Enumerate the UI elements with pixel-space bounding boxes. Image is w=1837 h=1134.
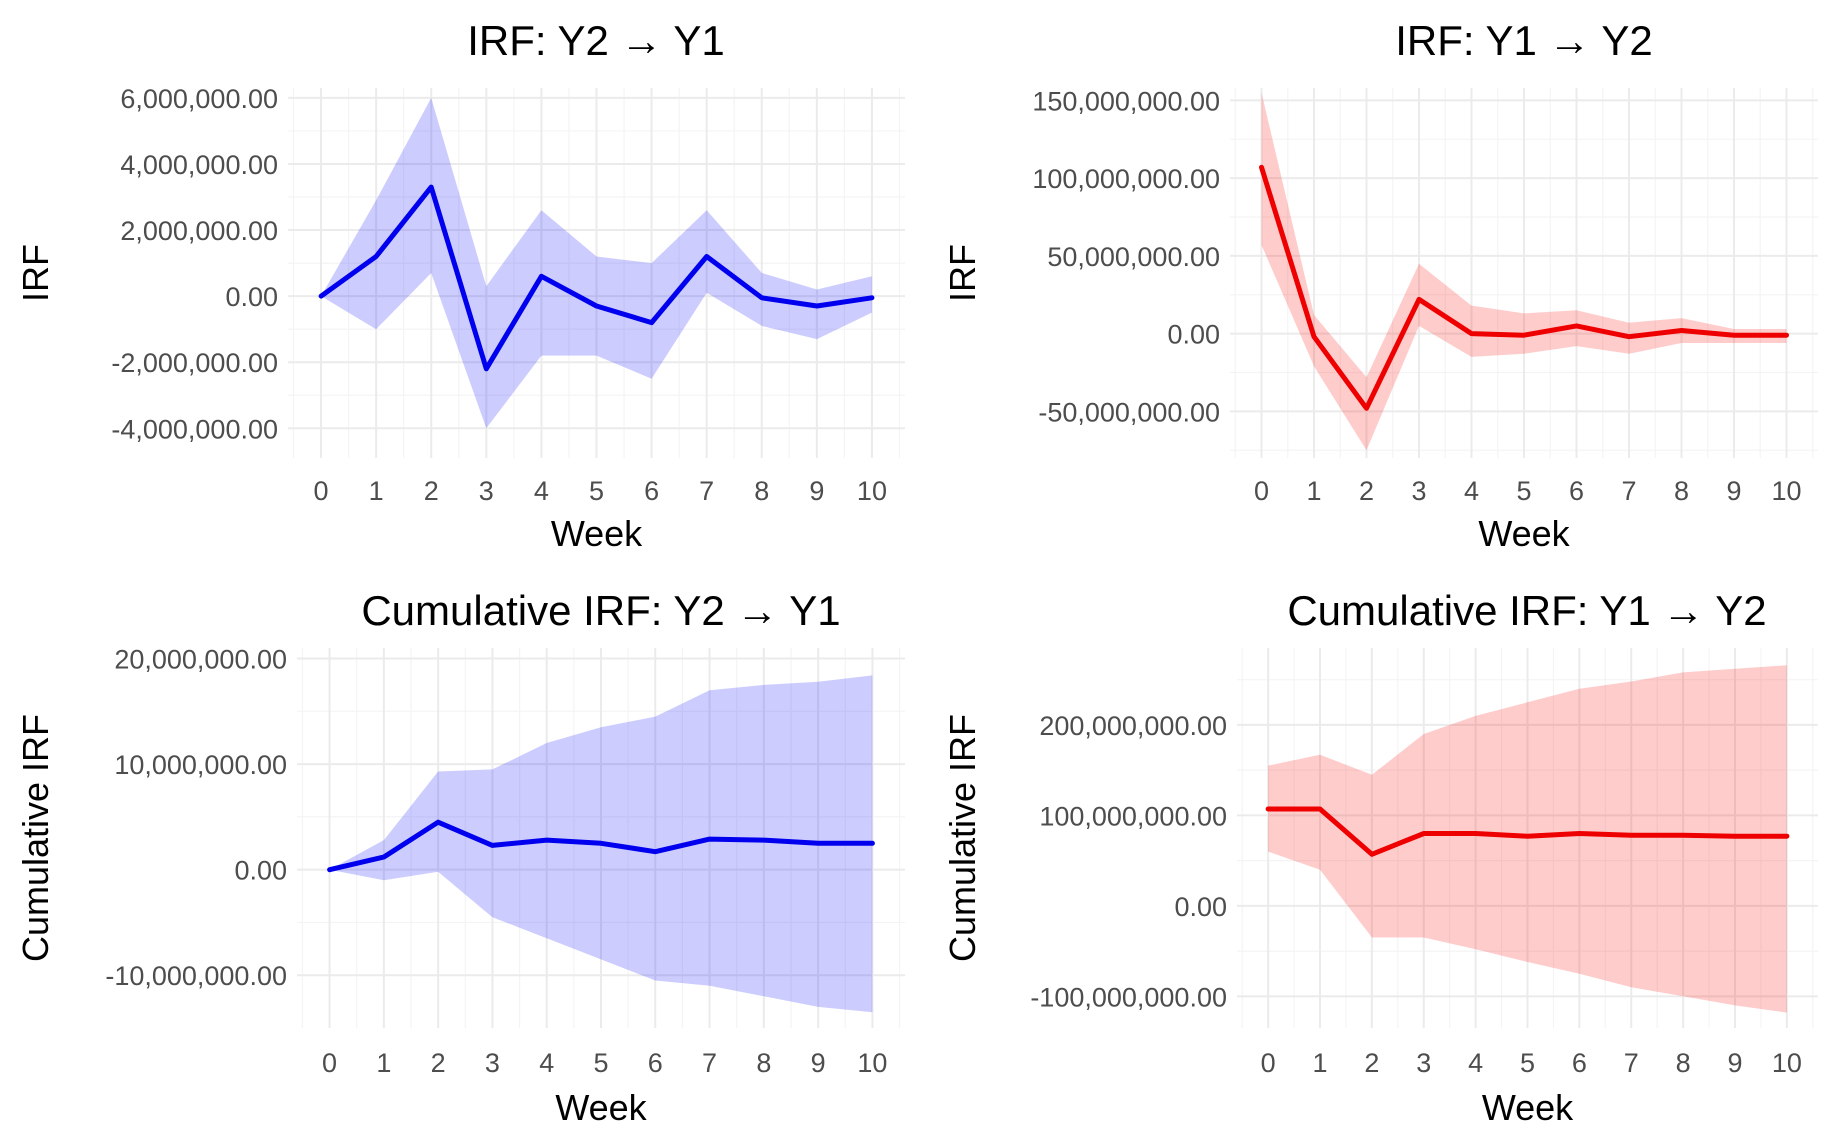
x-tick-label: 10 (857, 1048, 887, 1078)
panel-4: -100,000,000.00 0.00 100,000,000.00 200,000… (942, 587, 1818, 1128)
panel-1: -4,000,000.00 -2,000,000.00 0.00 2,000,000.… (15, 17, 905, 554)
y-tick-label: 4,000,000.00 (120, 150, 278, 180)
x-tick-label: 7 (1621, 476, 1636, 506)
x-tick-label: 7 (699, 476, 714, 506)
x-tick-label: 2 (424, 476, 439, 506)
y-tick-label: -2,000,000.00 (111, 348, 278, 378)
x-tick-label: 3 (485, 1048, 500, 1078)
x-tick-label: 8 (756, 1048, 771, 1078)
x-tick-label: 6 (1572, 1048, 1587, 1078)
x-tick-label: 2 (1359, 476, 1374, 506)
x-tick-label: 9 (1726, 476, 1741, 506)
x-tick-label: 4 (1468, 1048, 1483, 1078)
irf-line (327, 819, 875, 873)
x-axis-title: Week (1482, 1087, 1574, 1128)
irf-line (318, 184, 875, 372)
plot-title: Cumulative IRF: Y1 → Y2 (1287, 587, 1766, 634)
x-tick-label: 7 (1624, 1048, 1639, 1078)
y-axis-title: IRF (942, 244, 983, 302)
panel-2: -50,000,000.00 0.00 50,000,000.00 100,000,0… (942, 17, 1818, 554)
x-axis-title: Week (555, 1087, 647, 1128)
y-tick-label: 10,000,000.00 (114, 750, 287, 780)
x-tick-label: 1 (1312, 1048, 1327, 1078)
x-tick-label: 5 (1516, 476, 1531, 506)
confidence-band (1261, 92, 1787, 451)
plot-title: Cumulative IRF: Y2 → Y1 (361, 587, 840, 634)
y-axis-title: Cumulative IRF (15, 714, 56, 962)
y-tick-label: 200,000,000.00 (1039, 711, 1227, 741)
x-tick-label: 4 (1464, 476, 1479, 506)
x-tick-label: 5 (593, 1048, 608, 1078)
x-tick-label: 0 (314, 476, 329, 506)
plot-title: IRF: Y1 → Y2 (1395, 17, 1653, 64)
x-tick-label: 0 (322, 1048, 337, 1078)
irf-line (1259, 164, 1789, 411)
x-tick-label: 5 (1520, 1048, 1535, 1078)
y-tick-label: 20,000,000.00 (114, 645, 287, 675)
x-tick-label: 7 (702, 1048, 717, 1078)
x-tick-label: 0 (1261, 1048, 1276, 1078)
x-tick-label: 4 (539, 1048, 554, 1078)
y-tick-label: 0.00 (225, 282, 278, 312)
x-tick-label: 3 (479, 476, 494, 506)
y-tick-label: 0.00 (234, 856, 287, 886)
x-tick-label: 2 (431, 1048, 446, 1078)
irf-line (1265, 806, 1790, 857)
x-tick-label: 3 (1416, 1048, 1431, 1078)
x-tick-label: 2 (1364, 1048, 1379, 1078)
x-tick-label: 1 (369, 476, 384, 506)
y-axis-title: Cumulative IRF (942, 714, 983, 962)
x-tick-label: 9 (1727, 1048, 1742, 1078)
y-tick-label: 0.00 (1167, 320, 1220, 350)
x-tick-label: 8 (1674, 476, 1689, 506)
x-axis-title: Week (1478, 513, 1570, 554)
confidence-band (321, 97, 872, 429)
x-tick-label: 8 (754, 476, 769, 506)
x-tick-label: 6 (644, 476, 659, 506)
confidence-band (1268, 665, 1787, 1013)
x-tick-label: 10 (857, 476, 887, 506)
y-tick-label: 100,000,000.00 (1032, 164, 1220, 194)
y-tick-label: -100,000,000.00 (1030, 982, 1227, 1012)
y-tick-label: 50,000,000.00 (1047, 242, 1220, 272)
x-tick-label: 9 (811, 1048, 826, 1078)
y-tick-label: 100,000,000.00 (1039, 801, 1227, 831)
x-tick-label: 9 (809, 476, 824, 506)
plot-title: IRF: Y2 → Y1 (467, 17, 725, 64)
x-tick-label: 5 (589, 476, 604, 506)
x-tick-label: 10 (1771, 476, 1801, 506)
x-tick-label: 3 (1411, 476, 1426, 506)
x-tick-label: 4 (534, 476, 549, 506)
y-tick-label: 2,000,000.00 (120, 216, 278, 246)
x-tick-label: 6 (648, 1048, 663, 1078)
y-tick-label: -4,000,000.00 (111, 414, 278, 444)
y-tick-label: -50,000,000.00 (1038, 397, 1220, 427)
y-tick-label: 6,000,000.00 (120, 84, 278, 114)
y-tick-label: -10,000,000.00 (105, 961, 287, 991)
panel-3: -10,000,000.00 0.00 10,000,000.00 20,000,00… (15, 587, 905, 1128)
x-tick-label: 10 (1772, 1048, 1802, 1078)
x-axis-title: Week (551, 513, 643, 554)
x-tick-label: 1 (1306, 476, 1321, 506)
y-axis-title: IRF (15, 244, 56, 302)
y-tick-label: 0.00 (1174, 892, 1227, 922)
x-tick-label: 0 (1254, 476, 1269, 506)
x-tick-label: 6 (1569, 476, 1584, 506)
y-tick-label: 150,000,000.00 (1032, 86, 1220, 116)
x-tick-label: 8 (1676, 1048, 1691, 1078)
x-tick-label: 1 (376, 1048, 391, 1078)
